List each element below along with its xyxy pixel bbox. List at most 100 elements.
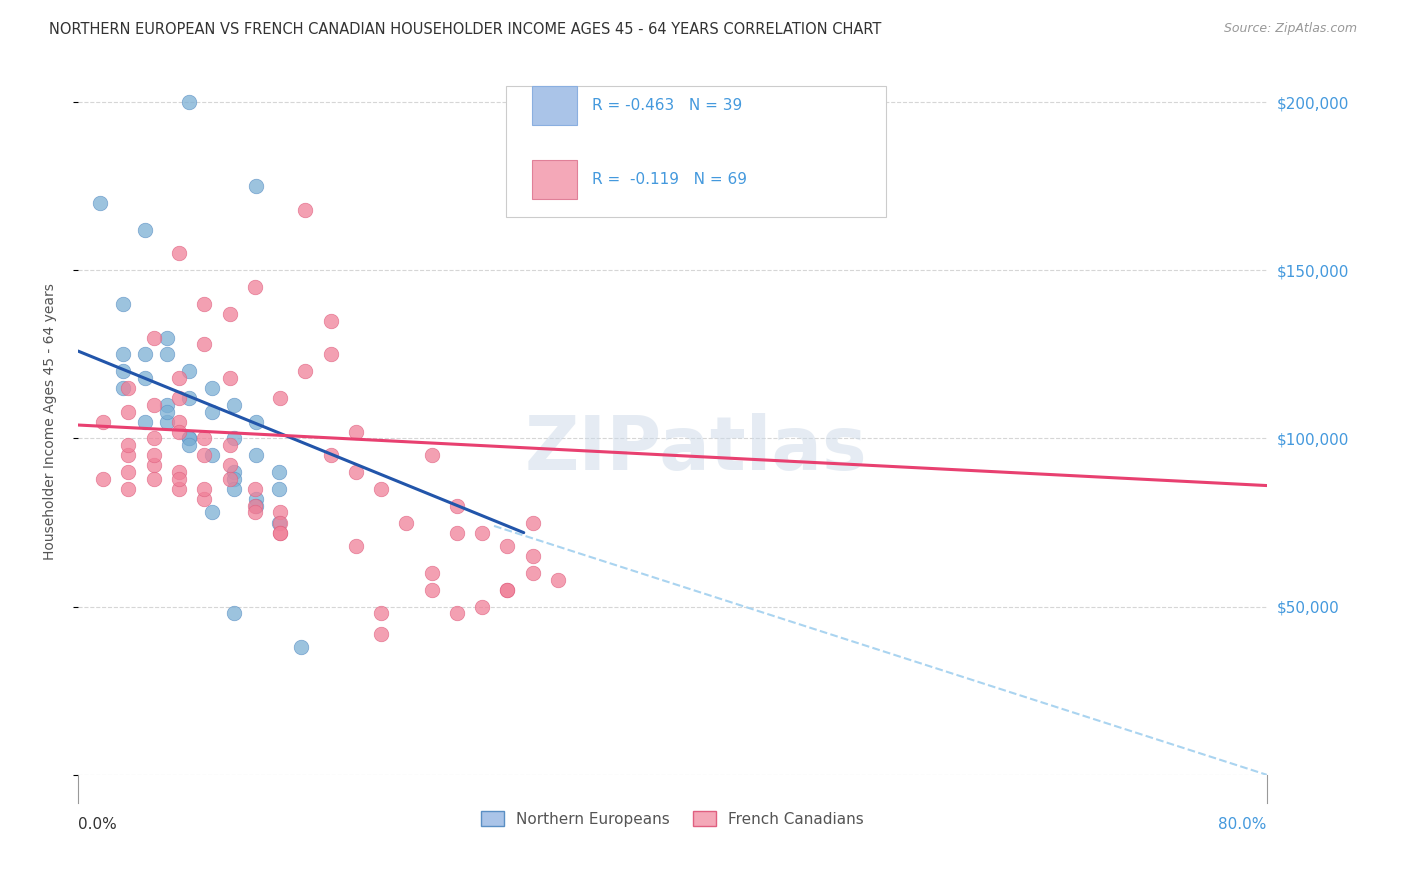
Point [344, 425, 367, 439]
Point [522, 516, 544, 530]
Point [167, 472, 190, 486]
Point [193, 482, 215, 496]
Point [319, 347, 342, 361]
Point [201, 404, 224, 418]
Point [222, 472, 245, 486]
Point [142, 398, 165, 412]
Point [167, 391, 190, 405]
Point [522, 549, 544, 564]
FancyBboxPatch shape [506, 87, 886, 217]
Point [269, 391, 291, 405]
Point [218, 438, 240, 452]
Point [218, 458, 240, 473]
Point [370, 626, 392, 640]
Point [344, 465, 367, 479]
Point [370, 607, 392, 621]
Point [193, 337, 215, 351]
Point [222, 482, 245, 496]
Point [142, 448, 165, 462]
Point [222, 432, 245, 446]
Point [111, 297, 134, 311]
FancyBboxPatch shape [531, 161, 578, 199]
Point [89, 196, 111, 211]
Point [179, 95, 201, 110]
Point [117, 404, 139, 418]
Text: ZIPatlas: ZIPatlas [524, 413, 868, 486]
Point [267, 482, 290, 496]
Point [294, 364, 316, 378]
Point [245, 491, 267, 506]
Point [243, 280, 266, 294]
Point [420, 448, 443, 462]
Point [201, 506, 224, 520]
Point [446, 607, 468, 621]
Point [269, 506, 291, 520]
Point [522, 566, 544, 580]
Point [344, 539, 367, 553]
Point [243, 499, 266, 513]
Point [134, 347, 156, 361]
Point [156, 347, 179, 361]
Point [91, 472, 114, 486]
Point [117, 381, 139, 395]
FancyBboxPatch shape [531, 87, 578, 125]
Point [111, 364, 134, 378]
Point [117, 448, 139, 462]
Point [179, 364, 201, 378]
Point [111, 347, 134, 361]
Legend: Northern Europeans, French Canadians: Northern Europeans, French Canadians [474, 803, 872, 834]
Point [179, 432, 201, 446]
Point [201, 448, 224, 462]
Point [496, 539, 519, 553]
Point [167, 246, 190, 260]
Point [269, 525, 291, 540]
Point [218, 371, 240, 385]
Point [193, 448, 215, 462]
Point [142, 472, 165, 486]
Point [167, 415, 190, 429]
Text: 0.0%: 0.0% [77, 817, 117, 832]
Point [471, 525, 494, 540]
Point [167, 482, 190, 496]
Text: 80.0%: 80.0% [1219, 817, 1267, 832]
Point [156, 330, 179, 344]
Point [167, 425, 190, 439]
Point [117, 465, 139, 479]
Point [245, 179, 267, 194]
Point [290, 640, 312, 654]
Point [420, 566, 443, 580]
Point [134, 371, 156, 385]
Point [218, 472, 240, 486]
Point [269, 525, 291, 540]
Point [179, 438, 201, 452]
Point [111, 381, 134, 395]
Point [134, 415, 156, 429]
Point [193, 432, 215, 446]
Point [547, 573, 569, 587]
Point [167, 465, 190, 479]
Point [243, 482, 266, 496]
Point [294, 202, 316, 217]
Point [142, 432, 165, 446]
Point [193, 491, 215, 506]
Point [142, 458, 165, 473]
Point [319, 448, 342, 462]
Point [267, 516, 290, 530]
Point [222, 398, 245, 412]
Text: R =  -0.119   N = 69: R = -0.119 N = 69 [592, 172, 747, 187]
Point [117, 482, 139, 496]
Point [218, 307, 240, 321]
Point [245, 415, 267, 429]
Point [117, 438, 139, 452]
Y-axis label: Householder Income Ages 45 - 64 years: Householder Income Ages 45 - 64 years [44, 284, 58, 560]
Point [496, 582, 519, 597]
Point [201, 381, 224, 395]
Text: NORTHERN EUROPEAN VS FRENCH CANADIAN HOUSEHOLDER INCOME AGES 45 - 64 YEARS CORRE: NORTHERN EUROPEAN VS FRENCH CANADIAN HOU… [49, 22, 882, 37]
Point [91, 415, 114, 429]
Point [222, 607, 245, 621]
Point [245, 448, 267, 462]
Point [156, 398, 179, 412]
Point [142, 330, 165, 344]
Point [395, 516, 418, 530]
Point [156, 415, 179, 429]
